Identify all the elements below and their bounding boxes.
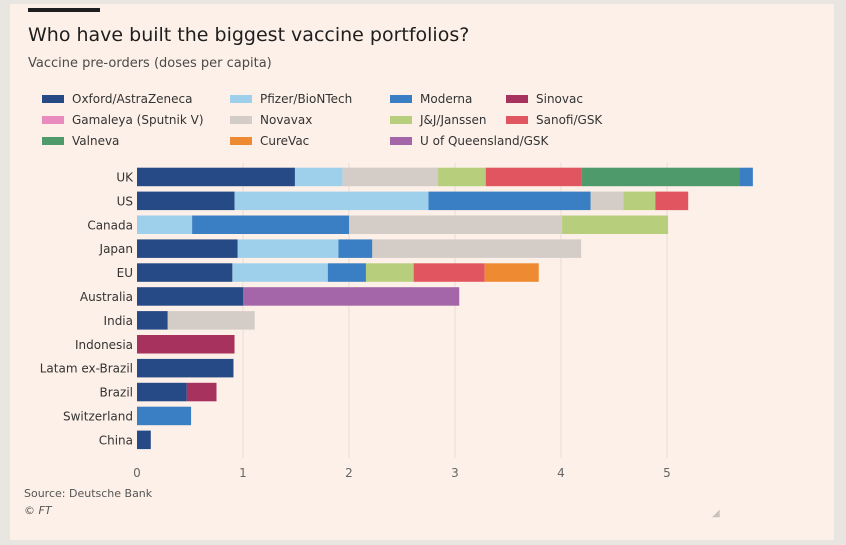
legend-swatch bbox=[42, 116, 64, 124]
legend-swatch bbox=[506, 95, 528, 103]
bar-segment bbox=[349, 215, 563, 234]
bar-segment bbox=[137, 239, 238, 258]
chart-subtitle: Vaccine pre-orders (doses per capita) bbox=[28, 56, 272, 71]
legend-label: Pfizer/BioNTech bbox=[260, 92, 353, 106]
title-rule bbox=[28, 8, 100, 12]
category-label: Latam ex-Brazil bbox=[40, 362, 133, 376]
legend-swatch bbox=[42, 137, 64, 145]
x-tick-label: 4 bbox=[557, 466, 565, 480]
legend-swatch bbox=[390, 137, 412, 145]
bar-segment bbox=[372, 239, 582, 258]
bar-segment bbox=[413, 263, 485, 282]
legend-label: Moderna bbox=[420, 92, 473, 106]
bar-segment bbox=[365, 263, 414, 282]
x-tick-label: 3 bbox=[451, 466, 459, 480]
bar-segment bbox=[137, 335, 235, 354]
legend-label: U of Queensland/GSK bbox=[420, 134, 549, 148]
legend-label: Novavax bbox=[260, 113, 313, 127]
bar-segment bbox=[192, 215, 349, 234]
legend-swatch bbox=[390, 116, 412, 124]
bar-segment bbox=[623, 191, 656, 211]
category-label: India bbox=[104, 314, 133, 328]
bar-segment bbox=[237, 239, 339, 258]
bar-segment bbox=[562, 215, 669, 234]
category-label: Japan bbox=[99, 242, 133, 256]
x-tick-label: 1 bbox=[239, 466, 247, 480]
bar-segment bbox=[234, 191, 429, 211]
legend-item: J&J/Janssen bbox=[390, 113, 486, 127]
category-label: Brazil bbox=[100, 386, 134, 400]
legend-swatch bbox=[390, 95, 412, 103]
legend-swatch bbox=[230, 137, 252, 145]
legend-label: J&J/Janssen bbox=[420, 113, 487, 127]
legend-swatch bbox=[230, 95, 252, 103]
bar-segment bbox=[137, 406, 192, 426]
legend-item: Oxford/AstraZeneca bbox=[42, 92, 193, 106]
bar-segment bbox=[186, 382, 217, 402]
legend-item: Novavax bbox=[230, 113, 312, 127]
category-label: Switzerland bbox=[63, 409, 133, 423]
bar-segment bbox=[137, 311, 168, 330]
category-label: China bbox=[99, 433, 133, 447]
bar-segment bbox=[137, 263, 233, 282]
bar-segment bbox=[485, 167, 582, 187]
x-tick-label: 0 bbox=[133, 466, 141, 480]
bar-segment bbox=[137, 382, 187, 402]
chart-title: Who have built the biggest vaccine portf… bbox=[28, 24, 470, 46]
legend-item: Moderna bbox=[390, 92, 472, 106]
category-label: US bbox=[117, 194, 133, 208]
bar-segment bbox=[428, 191, 591, 211]
category-label: UK bbox=[116, 170, 134, 184]
legend-swatch bbox=[506, 116, 528, 124]
bar-segment bbox=[327, 263, 366, 282]
legend-label: Valneva bbox=[72, 134, 120, 148]
bar-segment bbox=[342, 167, 439, 187]
bar-segment bbox=[137, 215, 193, 234]
bar-segment bbox=[438, 167, 486, 187]
bar-segment bbox=[137, 191, 235, 211]
legend-swatch bbox=[42, 95, 64, 103]
bar-segment bbox=[581, 167, 740, 187]
bar-segment bbox=[167, 311, 255, 330]
legend-item: Valneva bbox=[42, 134, 119, 148]
bar-segment bbox=[232, 263, 328, 282]
credit-note: © FT bbox=[24, 504, 52, 517]
bar-segment bbox=[484, 263, 539, 282]
bar-segment bbox=[655, 191, 689, 211]
source-note: Source: Deutsche Bank bbox=[24, 487, 153, 500]
legend-label: Sinovac bbox=[536, 92, 583, 106]
legend-label: Sanofi/GSK bbox=[536, 113, 603, 127]
x-tick-label: 2 bbox=[345, 466, 353, 480]
bar-segment bbox=[137, 287, 243, 306]
legend-label: Oxford/AstraZeneca bbox=[72, 92, 193, 106]
resize-handle-icon: ◢ bbox=[712, 508, 720, 519]
bar-segment bbox=[338, 239, 373, 258]
legend-label: Gamaleya (Sputnik V) bbox=[72, 113, 204, 127]
legend-swatch bbox=[230, 116, 252, 124]
legend-item: U of Queensland/GSK bbox=[390, 134, 548, 148]
bar-segment bbox=[137, 167, 295, 187]
category-label: Indonesia bbox=[75, 338, 133, 352]
legend-item: Sinovac bbox=[506, 92, 583, 106]
bar-segment bbox=[137, 430, 151, 450]
legend-item: CureVac bbox=[230, 134, 309, 148]
x-tick-label: 5 bbox=[663, 466, 671, 480]
bar-segment bbox=[739, 167, 753, 187]
legend-item: Gamaleya (Sputnik V) bbox=[42, 113, 204, 127]
legend-label: CureVac bbox=[260, 134, 310, 148]
bar-segment bbox=[590, 191, 624, 211]
bar-segment bbox=[294, 167, 343, 187]
legend-item: Sanofi/GSK bbox=[506, 113, 602, 127]
legend-item: Pfizer/BioNTech bbox=[230, 92, 352, 106]
bar-segment bbox=[137, 358, 234, 378]
category-label: Australia bbox=[80, 290, 133, 304]
category-label: EU bbox=[117, 266, 133, 280]
bar-segment bbox=[243, 287, 460, 306]
category-label: Canada bbox=[87, 218, 133, 232]
